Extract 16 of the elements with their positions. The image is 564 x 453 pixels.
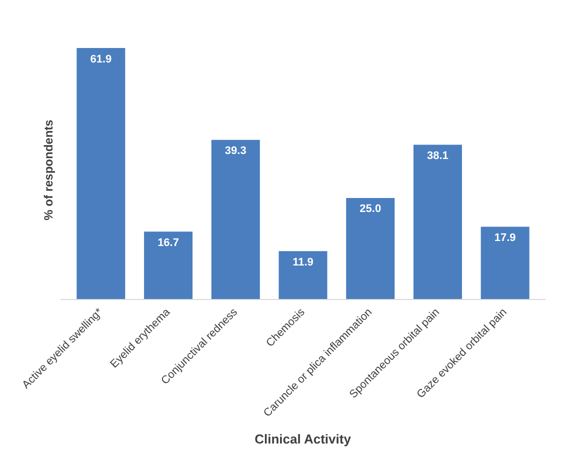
bar [346, 198, 395, 300]
x-axis-title: Clinical Activity [254, 432, 352, 447]
data-label: 38.1 [427, 150, 448, 162]
bar [76, 48, 126, 300]
bar [413, 144, 462, 300]
data-label: 25.0 [360, 203, 382, 216]
bar [480, 226, 530, 300]
bar [278, 251, 328, 300]
data-label: 39.3 [224, 145, 246, 158]
bar [144, 232, 193, 300]
data-label: 17.9 [494, 232, 516, 244]
data-label: 11.9 [292, 256, 314, 268]
bar [211, 140, 260, 300]
data-label: 61.9 [90, 53, 112, 66]
data-label: 16.7 [158, 236, 179, 249]
y-axis-title: % of respondents [42, 119, 56, 220]
